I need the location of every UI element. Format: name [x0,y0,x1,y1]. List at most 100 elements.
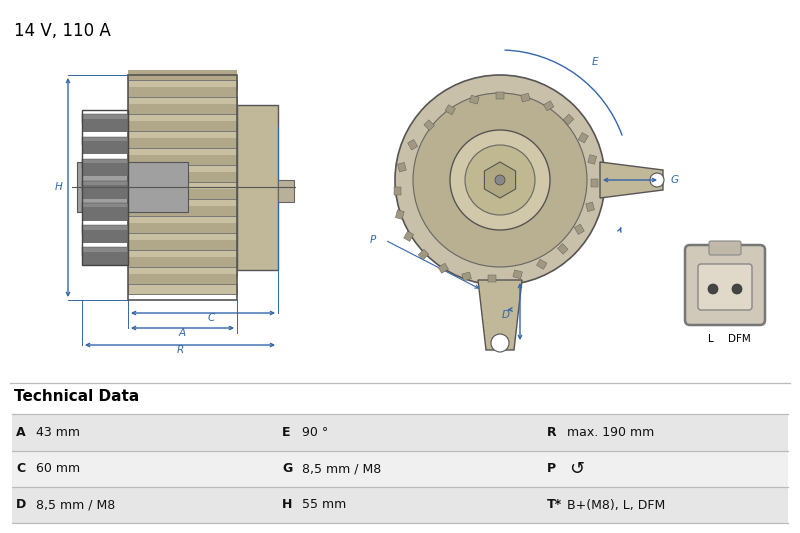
Bar [128,216,237,226]
Bar [82,163,128,176]
Bar [128,104,237,114]
Circle shape [491,334,509,352]
Bar [588,155,597,164]
Bar [128,121,237,131]
Bar [128,199,237,209]
Text: D: D [16,498,26,512]
Bar [128,165,237,175]
Bar [563,114,574,125]
Text: Technical Data: Technical Data [14,389,139,404]
Text: P: P [370,235,376,245]
Text: 8,5 mm / M8: 8,5 mm / M8 [302,463,382,475]
Text: G: G [282,463,292,475]
Bar [424,120,434,131]
Text: P: P [547,463,556,475]
Bar [543,101,554,111]
Bar [128,274,237,284]
Text: E: E [592,57,598,67]
Bar [128,70,237,80]
Bar [591,179,598,187]
Bar [558,244,568,254]
Bar [128,257,237,267]
Circle shape [450,130,550,230]
Bar [82,203,128,212]
Bar [418,249,429,260]
Circle shape [465,145,535,215]
Text: H: H [54,182,62,192]
Bar [128,182,237,192]
Text: T*: T* [547,498,562,512]
Bar [128,75,237,300]
Bar [537,259,547,269]
Bar [578,133,588,143]
Bar [496,92,504,99]
Bar [12,451,788,487]
Bar [470,95,479,104]
Bar [128,131,237,141]
Polygon shape [478,280,522,350]
Bar [77,162,188,212]
Bar [82,185,128,199]
Text: B+(M8), L, DFM: B+(M8), L, DFM [567,498,666,512]
Bar [586,202,594,212]
Bar [82,136,128,146]
Text: DFM: DFM [728,334,750,344]
Circle shape [732,284,742,294]
Bar [128,172,237,182]
FancyBboxPatch shape [698,264,752,310]
Circle shape [708,284,718,294]
Bar [521,93,530,102]
FancyBboxPatch shape [709,241,741,255]
Text: 43 mm: 43 mm [36,426,80,440]
Text: 8,5 mm / M8: 8,5 mm / M8 [36,498,115,512]
Bar [128,148,237,158]
Bar [128,206,237,216]
Circle shape [413,93,587,267]
Text: max. 190 mm: max. 190 mm [567,426,654,440]
Text: C: C [207,313,214,323]
Bar [82,230,128,243]
Text: G: G [671,175,679,185]
Text: ↺: ↺ [569,460,584,478]
Circle shape [495,175,505,185]
Bar [398,163,406,172]
Bar [128,223,237,233]
Bar [574,224,584,235]
Bar [128,189,237,199]
Bar [128,233,237,243]
Bar [462,272,471,281]
Text: 90 °: 90 ° [302,426,328,440]
FancyBboxPatch shape [685,245,765,325]
Bar [82,141,128,154]
Text: L: L [708,334,714,344]
Text: D: D [502,310,510,320]
Text: 14 V, 110 A: 14 V, 110 A [14,22,110,40]
Text: H: H [282,498,292,512]
Polygon shape [485,162,515,198]
Bar [394,187,401,195]
Text: A: A [179,328,186,338]
Bar [128,87,237,97]
Text: 60 mm: 60 mm [36,463,80,475]
Bar [128,250,237,260]
Bar [82,159,128,167]
Bar [128,240,237,250]
Bar [82,247,128,256]
Bar [128,138,237,148]
Bar [82,252,128,265]
Bar [445,104,455,115]
Text: 55 mm: 55 mm [302,498,346,512]
Text: E: E [282,426,290,440]
Bar [128,80,237,90]
Text: R: R [176,345,184,355]
Bar [82,110,128,265]
Text: R: R [547,426,557,440]
Bar [237,105,278,270]
Bar [12,487,788,523]
Circle shape [395,75,605,285]
Bar [82,181,128,190]
Bar [128,97,237,107]
Text: A: A [16,426,26,440]
Bar [82,119,128,132]
Bar [82,225,128,234]
